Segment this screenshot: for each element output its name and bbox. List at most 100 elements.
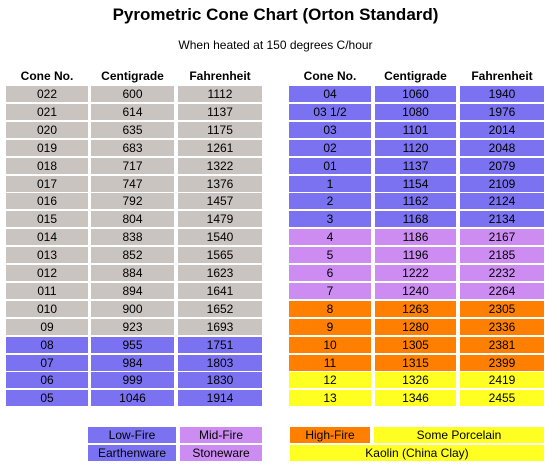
table-cell: 1137 xyxy=(178,103,262,120)
table-cell: 717 xyxy=(91,157,174,174)
table-cell: 2124 xyxy=(460,193,544,210)
table-cell: 1914 xyxy=(178,390,262,407)
table-cell: 804 xyxy=(91,211,174,228)
table-cell: 013 xyxy=(6,247,88,264)
table-cell: 2419 xyxy=(460,372,544,389)
table-cell: 884 xyxy=(91,265,174,281)
table-cell: 1940 xyxy=(460,86,544,102)
table-cell: 1046 xyxy=(91,390,174,407)
table-cell: 838 xyxy=(91,229,174,246)
table-cell: 13 xyxy=(289,390,371,407)
table-cell: 955 xyxy=(91,336,174,353)
table-cell: 923 xyxy=(91,318,174,335)
table-cell: 022 xyxy=(6,86,88,102)
table-cell: 011 xyxy=(6,282,88,299)
table-cell: 07 xyxy=(6,354,88,371)
table-cell: 2014 xyxy=(460,121,544,138)
table-cell: 2079 xyxy=(460,157,544,174)
table-cell: 1186 xyxy=(375,229,456,246)
table-cell: 2455 xyxy=(460,390,544,407)
table-cell: 2232 xyxy=(460,265,544,281)
column-header: Centigrade xyxy=(101,69,164,83)
table-cell: 1196 xyxy=(375,247,456,264)
table-cell: 1693 xyxy=(178,318,262,335)
table-cell: 1641 xyxy=(178,282,262,299)
table-cell: 792 xyxy=(91,193,174,210)
column-header: Cone No. xyxy=(303,69,357,83)
table-cell: 017 xyxy=(6,175,88,192)
table-cell: 2185 xyxy=(460,247,544,264)
column-header: Fahrenheit xyxy=(189,69,251,83)
table-cell: 1540 xyxy=(178,229,262,246)
title: Pyrometric Cone Chart (Orton Standard) xyxy=(112,5,439,24)
table-cell: 894 xyxy=(91,282,174,299)
table-cell: 8 xyxy=(289,300,371,317)
table-cell: 11 xyxy=(289,354,371,371)
table-cell: 1168 xyxy=(375,211,456,228)
table-cell: 019 xyxy=(6,139,88,156)
table-cell: 016 xyxy=(6,193,88,210)
table-cell: 021 xyxy=(6,103,88,120)
table-cell: 1623 xyxy=(178,265,262,281)
table-cell: 020 xyxy=(6,121,88,138)
table-cell: 02 xyxy=(289,139,371,156)
table-cell: 2399 xyxy=(460,354,544,371)
table-cell: 7 xyxy=(289,282,371,299)
legend-item: Stoneware xyxy=(180,445,262,461)
table-cell: 1175 xyxy=(178,121,262,138)
table-cell: 2 xyxy=(289,193,371,210)
table-cell: 1162 xyxy=(375,193,456,210)
table-cell: 984 xyxy=(91,354,174,371)
table-cell: 1240 xyxy=(375,282,456,299)
table-cell: 2109 xyxy=(460,175,544,192)
table-cell: 015 xyxy=(6,211,88,228)
table-cell: 08 xyxy=(6,336,88,353)
table-cell: 4 xyxy=(289,229,371,246)
table-cell: 06 xyxy=(6,372,88,389)
table-cell: 747 xyxy=(91,175,174,192)
legend-item: Low-Fire xyxy=(88,427,176,443)
table-cell: 1261 xyxy=(178,139,262,156)
legend-item: High-Fire xyxy=(290,427,370,443)
table-cell: 010 xyxy=(6,300,88,317)
table-cell: 900 xyxy=(91,300,174,317)
table-cell: 2336 xyxy=(460,318,544,335)
table-cell: 1565 xyxy=(178,247,262,264)
table-cell: 2134 xyxy=(460,211,544,228)
table-cell: 1120 xyxy=(375,139,456,156)
table-cell: 03 xyxy=(289,121,371,138)
table-cell: 03 1/2 xyxy=(289,103,371,120)
column-header: Cone No. xyxy=(20,69,74,83)
table-cell: 1479 xyxy=(178,211,262,228)
table-cell: 1137 xyxy=(375,157,456,174)
legend-item: Some Porcelain xyxy=(374,427,544,443)
legend-item: Mid-Fire xyxy=(180,427,262,443)
table-cell: 999 xyxy=(91,372,174,389)
table-cell: 635 xyxy=(91,121,174,138)
table-cell: 1346 xyxy=(375,390,456,407)
table-cell: 01 xyxy=(289,157,371,174)
table-cell: 10 xyxy=(289,336,371,353)
table-cell: 1976 xyxy=(460,103,544,120)
table-cell: 6 xyxy=(289,265,371,281)
table-cell: 1322 xyxy=(178,157,262,174)
table-cell: 1101 xyxy=(375,121,456,138)
table-cell: 1080 xyxy=(375,103,456,120)
table-cell: 1263 xyxy=(375,300,456,317)
table-cell: 852 xyxy=(91,247,174,264)
table-cell: 1 xyxy=(289,175,371,192)
table-cell: 1652 xyxy=(178,300,262,317)
table-cell: 012 xyxy=(6,265,88,281)
legend-item: Earthenware xyxy=(88,445,176,461)
table-cell: 614 xyxy=(91,103,174,120)
table-cell: 2381 xyxy=(460,336,544,353)
table-cell: 018 xyxy=(6,157,88,174)
table-cell: 683 xyxy=(91,139,174,156)
table-cell: 1222 xyxy=(375,265,456,281)
table-cell: 1376 xyxy=(178,175,262,192)
legend-item: Kaolin (China Clay) xyxy=(290,445,544,461)
table-cell: 1112 xyxy=(178,86,262,102)
table-cell: 9 xyxy=(289,318,371,335)
table-cell: 04 xyxy=(289,86,371,102)
column-header: Centigrade xyxy=(384,69,447,83)
